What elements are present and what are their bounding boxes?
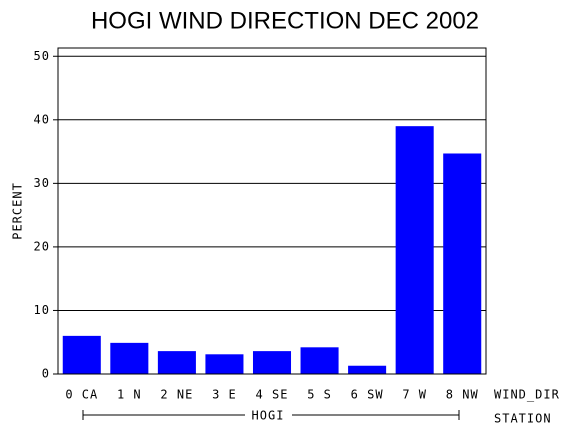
x-tick-label: 4 SE [256,388,289,402]
y-axis-label: PERCENT [11,182,25,240]
bar [300,347,339,374]
bar [157,351,196,374]
y-tick-label: 20 [34,239,50,253]
x-axis-label: WIND_DIR [494,388,560,402]
x-tick-label: 5 S [307,388,332,402]
y-tick-label: 30 [34,176,50,190]
plot-frame [57,47,487,375]
bar [252,351,292,374]
x-tick-label: 0 CA [65,388,98,402]
y-tick-label: 40 [34,112,50,126]
bar [110,342,149,374]
x-tick-label: 7 W [402,388,427,402]
bar [62,335,101,374]
x-tick-label: 3 E [212,388,237,402]
group-label: HOGI [252,409,285,423]
y-tick-label: 0 [42,367,50,381]
chart-title: HOGI WIND DIRECTION DEC 2002 [91,7,479,34]
bar [205,354,244,374]
x-tick-label: 8 NW [446,388,479,402]
x-tick-label: 1 N [117,388,142,402]
group-axis-label: STATION [494,412,552,426]
bar [348,365,387,374]
bar [443,153,482,374]
bar [395,126,434,374]
group-bracket [82,410,460,420]
x-tick-label: 2 NE [160,388,193,402]
y-tick-label: 10 [34,303,50,317]
y-tick-label: 50 [34,49,50,63]
x-tick-label: 6 SW [351,388,384,402]
